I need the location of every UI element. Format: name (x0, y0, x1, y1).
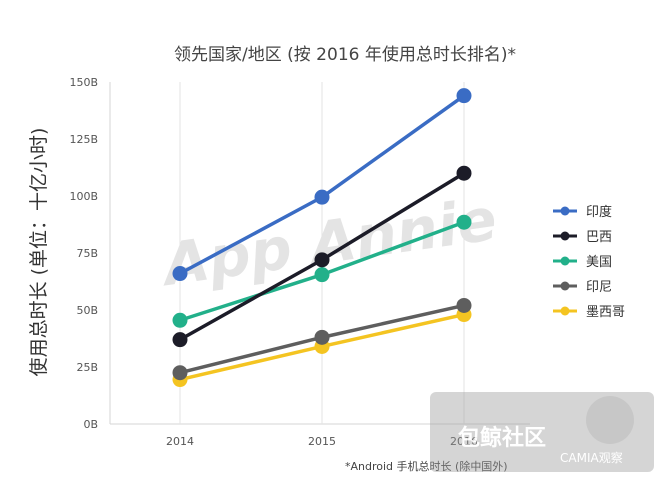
overlay-watermark: 包鲸社区 CAMIA观察 (430, 392, 654, 472)
y-axis-label: 使用总时长 (单位：十亿小时) (28, 128, 50, 377)
data-point (172, 312, 188, 328)
data-point (456, 297, 472, 313)
legend-label: 美国 (586, 255, 612, 270)
footnote: *Android 手机总时长 (除中国外) (345, 459, 508, 473)
y-tick-label: 25B (76, 361, 98, 374)
data-point (456, 88, 472, 104)
x-tick-label: 2014 (166, 435, 194, 448)
data-point (172, 266, 188, 282)
chart-title: 领先国家/地区 (按 2016 年使用总时长排名)* (174, 44, 516, 65)
data-point (456, 214, 472, 230)
legend-swatch-dot (560, 306, 570, 316)
overlay-watermark-main: 包鲸社区 (458, 425, 546, 451)
y-tick-label: 100B (69, 190, 98, 203)
overlay-watermark-sub: CAMIA观察 (560, 451, 623, 465)
legend-label: 巴西 (586, 230, 612, 245)
legend-label: 印尼 (586, 280, 612, 295)
legend-label: 墨西哥 (586, 305, 625, 320)
y-tick-label: 50B (76, 304, 98, 317)
x-tick-label: 2015 (308, 435, 336, 448)
data-point (172, 365, 188, 381)
grid (109, 82, 530, 425)
data-point (314, 329, 330, 345)
y-tick-label: 75B (76, 247, 98, 260)
app-annie-watermark: App Annie (156, 185, 501, 299)
data-point (456, 165, 472, 181)
series-lines (172, 88, 472, 388)
legend-label: 印度 (586, 204, 612, 220)
data-point (314, 252, 330, 268)
legend-swatch-dot (560, 206, 570, 216)
legend-swatch-dot (560, 281, 570, 291)
data-point (314, 189, 330, 205)
x-ticks: 2014 2015 2016 (166, 435, 478, 448)
x-tick-label: 2016 (450, 435, 478, 448)
data-point (314, 267, 330, 283)
y-ticks: 0B 25B 50B 75B 100B 125B 150B (69, 76, 98, 431)
whale-icon (586, 396, 634, 444)
y-tick-label: 0B (83, 418, 98, 431)
legend-swatch-dot (560, 256, 570, 266)
y-tick-label: 125B (69, 133, 98, 146)
data-point (172, 332, 188, 348)
legend-swatch-dot (560, 231, 570, 241)
y-tick-label: 150B (69, 76, 98, 89)
